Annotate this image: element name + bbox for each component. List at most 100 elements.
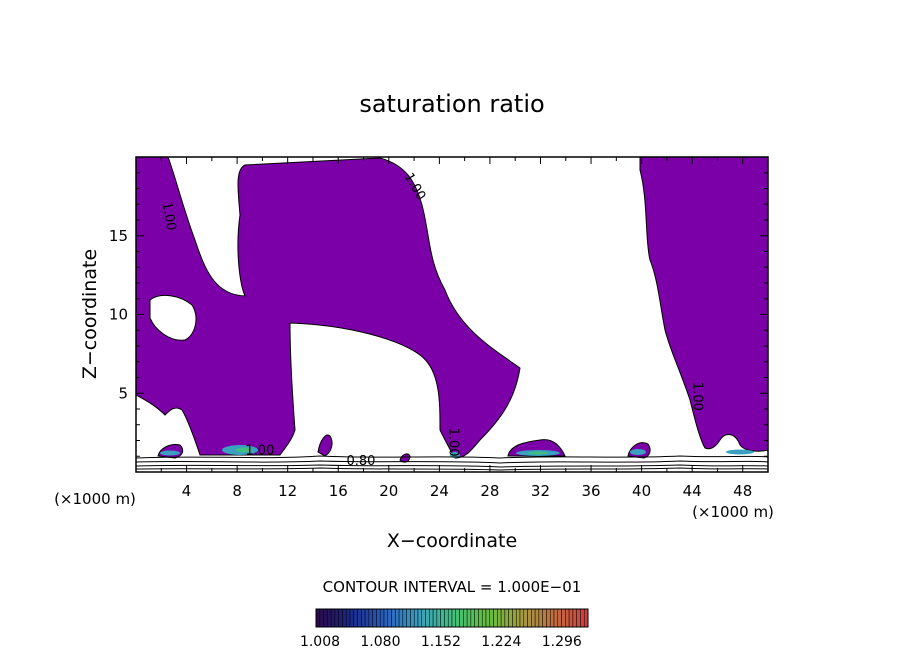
y-axis-ticks: 5 10 15 — [109, 172, 768, 457]
contour-label: 1.00 — [245, 444, 274, 459]
colorbar-stripe — [334, 608, 339, 628]
colorbar-stripe — [561, 608, 566, 628]
colorbar-stripe — [353, 608, 358, 628]
colorbar-stripe — [512, 608, 517, 628]
region-right — [639, 156, 769, 452]
colorbar-stripe — [497, 608, 502, 628]
spot-2 — [236, 447, 252, 453]
y-axis-label: Z−coordinate — [79, 249, 101, 379]
colorbar-stripe — [459, 608, 464, 628]
colorbar-stripe — [372, 608, 377, 628]
colorbar-stripe — [489, 608, 494, 628]
colorbar-stripe — [315, 608, 321, 628]
colorbar-stripe — [485, 608, 491, 628]
colorbar-stripe — [568, 608, 574, 628]
contour-interval-text: CONTOUR INTERVAL = 1.000E−01 — [323, 578, 582, 596]
colorbar-stripe — [406, 608, 411, 628]
colorbar-stripe — [534, 608, 540, 628]
x-tick-label: 4 — [182, 482, 192, 500]
x-axis-label: X−coordinate — [387, 530, 517, 552]
colorbar-stripe — [451, 608, 457, 628]
colorbar-stripe — [361, 608, 366, 628]
colorbar-stripe — [463, 608, 468, 628]
colorbar-stripe — [421, 608, 426, 628]
colorbar-stripe — [395, 608, 400, 628]
x-tick-label: 16 — [329, 482, 348, 500]
spot-4 — [528, 451, 548, 455]
colorbar-stripe — [440, 608, 445, 628]
y-tick-label: 15 — [109, 227, 128, 245]
colorbar-stripe — [338, 608, 343, 628]
x-tick-label: 28 — [480, 482, 499, 500]
x-tick-label: 8 — [232, 482, 242, 500]
colorbar-stripe — [429, 608, 434, 628]
colorbar-stripe — [455, 608, 460, 628]
spot-5 — [630, 449, 646, 455]
colorbar-stripe — [470, 608, 475, 628]
colorbar-stripe — [519, 608, 525, 628]
colorbar-stripe — [531, 608, 536, 628]
colorbar-tick-labels: 1.008 1.080 1.152 1.224 1.296 — [300, 634, 582, 650]
colorbar-stripe — [387, 608, 392, 628]
colorbar-stripe — [417, 608, 423, 628]
colorbar-tick-label: 1.224 — [481, 634, 521, 650]
colorbar-stripe — [478, 608, 483, 628]
contour-label: 1.00 — [689, 382, 704, 411]
x-tick-label: 32 — [531, 482, 550, 500]
colorbar-stripe — [515, 608, 521, 628]
colorbar-stripe — [538, 608, 543, 628]
colorbar-stripe — [330, 608, 336, 628]
plot-area: 1.001.001.001.001.000.80 4 8 12 16 20 24 28 32 3… — [109, 156, 769, 500]
colorbar-stripe — [410, 608, 415, 628]
colorbar-tick-label: 1.080 — [360, 634, 400, 650]
contour-line-2 — [135, 460, 769, 464]
contour-label: 1.00 — [445, 428, 460, 457]
x-tick-label: 48 — [733, 482, 752, 500]
x-tick-label: 44 — [683, 482, 702, 500]
colorbar-stripe — [349, 608, 355, 628]
x-unit-left: (×1000 m) — [54, 490, 136, 508]
colorbar-stripe — [565, 608, 570, 628]
colorbar-stripe — [342, 608, 347, 628]
colorbar-stripe — [447, 608, 453, 628]
colorbar-stripe — [580, 608, 585, 628]
colorbar-stripe — [398, 608, 404, 628]
colorbar-stripe — [553, 608, 559, 628]
colorbar: 1.008 1.080 1.152 1.224 1.296 — [300, 608, 589, 650]
colorbar-stripe — [493, 608, 498, 628]
colorbar-stripe — [413, 608, 419, 628]
x-unit-right: (×1000 m) — [692, 503, 774, 521]
y-tick-label: 10 — [109, 306, 128, 324]
colorbar-stripe — [549, 608, 555, 628]
region-left — [135, 156, 521, 459]
x-tick-label: 12 — [278, 482, 297, 500]
colorbar-stripe — [379, 608, 385, 628]
colorbar-stripe — [376, 608, 381, 628]
colorbar-stripe — [572, 608, 577, 628]
colorbar-stripe — [357, 608, 362, 628]
colorbar-stripe — [391, 608, 396, 628]
colorbar-stripe — [576, 608, 581, 628]
colorbar-stripe — [345, 608, 351, 628]
colorbar-stripe — [546, 608, 551, 628]
colorbar-stripe — [557, 608, 562, 628]
colorbar-stripe — [402, 608, 407, 628]
x-tick-label: 24 — [430, 482, 449, 500]
colorbar-stripe — [542, 608, 547, 628]
colorbar-stripe — [319, 608, 324, 628]
contour-labels: 1.001.001.001.001.000.80 — [159, 170, 705, 468]
colorbar-stripe — [500, 608, 506, 628]
contour-label: 1.00 — [159, 201, 179, 232]
colorbar-stripe — [504, 608, 509, 628]
colorbar-stripe — [474, 608, 479, 628]
x-tick-label: 40 — [632, 482, 651, 500]
contour-label: 0.80 — [347, 454, 376, 469]
colorbar-stripe — [432, 608, 438, 628]
colorbar-frame — [315, 608, 589, 628]
colorbar-stripe — [436, 608, 441, 628]
colorbar-stripe — [368, 608, 373, 628]
y-tick-label: 5 — [118, 384, 128, 402]
spot-7 — [726, 449, 754, 455]
colorbar-tick-label: 1.008 — [300, 634, 340, 650]
